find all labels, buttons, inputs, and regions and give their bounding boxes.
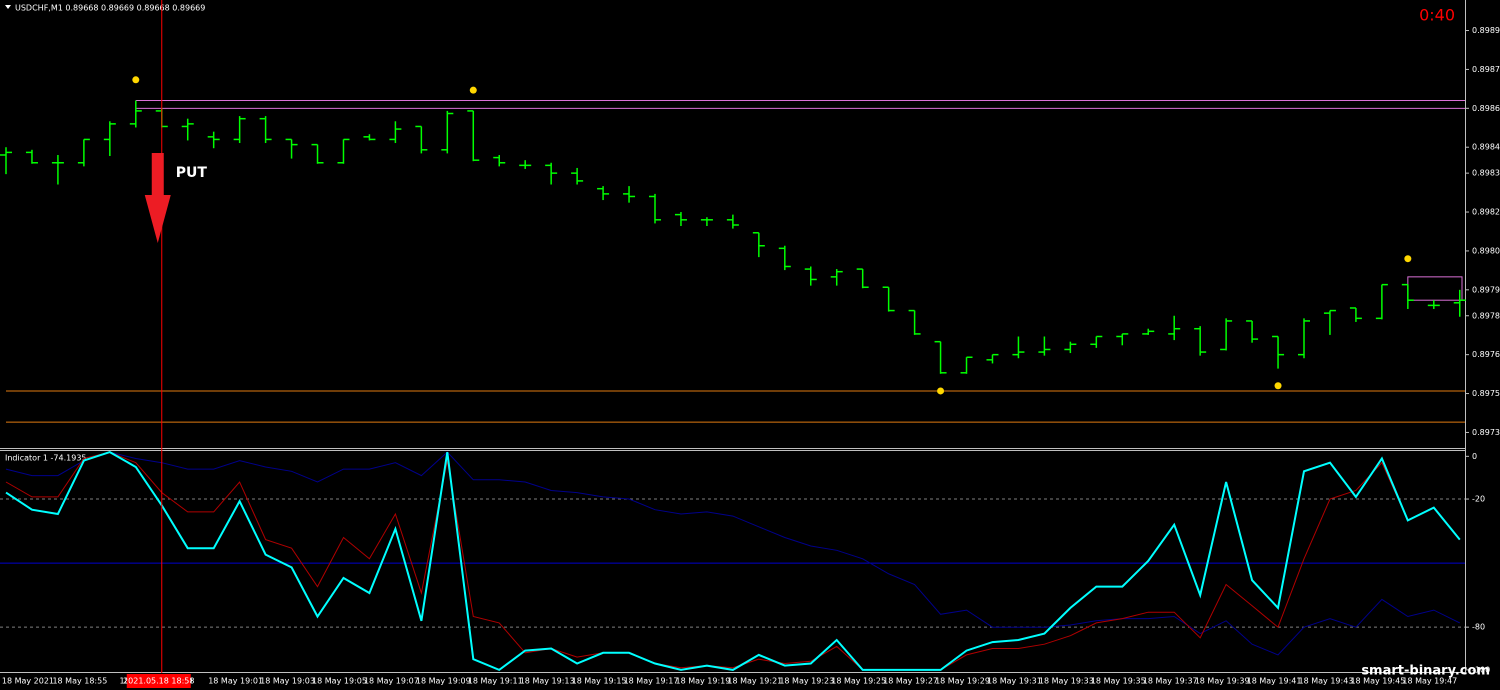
x-tick-label: 18 May 19:43	[1299, 677, 1354, 686]
y-tick-label: 0.89805	[1472, 246, 1500, 255]
y-tick-label: -100	[1472, 665, 1490, 674]
x-tick-label: 18 May 19:03	[260, 677, 315, 686]
x-tick-label: 18 May 19:39	[1195, 677, 1250, 686]
x-tick-label: 18 May 19:25	[831, 677, 886, 686]
x-tick-label: 18 May 19:05	[312, 677, 367, 686]
x-tick-label: 18 May 19:13	[520, 677, 575, 686]
watermark: smart-binary.com	[1361, 664, 1490, 679]
x-tick-label: 18 May 19:11	[468, 677, 523, 686]
y-tick-label: 0.89765	[1472, 350, 1500, 359]
indicator-title: Indicator 1 -74.1935	[5, 454, 87, 463]
fractal-marker	[1274, 382, 1282, 390]
x-tick-label: 18 May 18:55	[52, 677, 107, 686]
fractal-marker	[132, 76, 140, 84]
x-tick-label: 18 May 19:47	[1402, 677, 1457, 686]
x-tick-label: 18 May 19:15	[572, 677, 627, 686]
x-tick-label: 18 May 19:29	[935, 677, 990, 686]
y-tick-label: 0.89875	[1472, 65, 1500, 74]
x-tick-label: 18 May 19:23	[779, 677, 834, 686]
put-arrow	[144, 153, 171, 243]
x-tick-label: 18 May 19:19	[675, 677, 730, 686]
menu-triangle[interactable]	[5, 5, 11, 9]
chart-title: USDCHF,M1 0.89668 0.89669 0.89668 0.8966…	[15, 4, 205, 13]
x-tick-label: 18 May 19:27	[883, 677, 938, 686]
x-tick-label: 18 May 19:45	[1350, 677, 1405, 686]
x-tick-label: 18 May 19:17	[624, 677, 679, 686]
indicator-line	[5, 451, 1461, 656]
x-tick-label: 18 May 19:33	[1039, 677, 1094, 686]
indicator-line	[5, 451, 1461, 672]
x-tick-label: 18 May 19:35	[1091, 677, 1146, 686]
crosshair-group: 2021.05.18 18:58 PUT	[123, 0, 207, 688]
indicator-line	[5, 451, 1461, 671]
crosshair-label-box	[126, 674, 191, 688]
x-tick-label: 18 May 19:09	[416, 677, 471, 686]
x-tick-label: 18 May 19:21	[727, 677, 782, 686]
x-tick-label: 18 May 2021	[2, 677, 54, 686]
fractal-marker	[1404, 255, 1412, 263]
y-tick-label: 0.89845	[1472, 143, 1500, 152]
y-tick-label: 0	[1472, 452, 1477, 461]
x-tick-label: 18 May 19:07	[364, 677, 419, 686]
fractal-marker	[937, 387, 945, 395]
x-tick-label: 18 May 19:01	[208, 677, 263, 686]
y-tick-label: 0.89735	[1472, 428, 1500, 437]
crosshair-label: 2021.05.18 18:58	[123, 677, 194, 686]
x-tick-label: 18 May 19:37	[1143, 677, 1198, 686]
x-tick-label: 18 May 19:31	[987, 677, 1042, 686]
x-tick-label: 18 May 19:41	[1247, 677, 1302, 686]
y-tick-label: -20	[1472, 495, 1485, 504]
signal-label: PUT	[176, 165, 208, 181]
y-tick-label: 0.89835	[1472, 169, 1500, 178]
y-tick-label: -80	[1472, 623, 1485, 632]
fractal-marker	[469, 86, 477, 94]
timer: 0:40	[1419, 6, 1455, 25]
